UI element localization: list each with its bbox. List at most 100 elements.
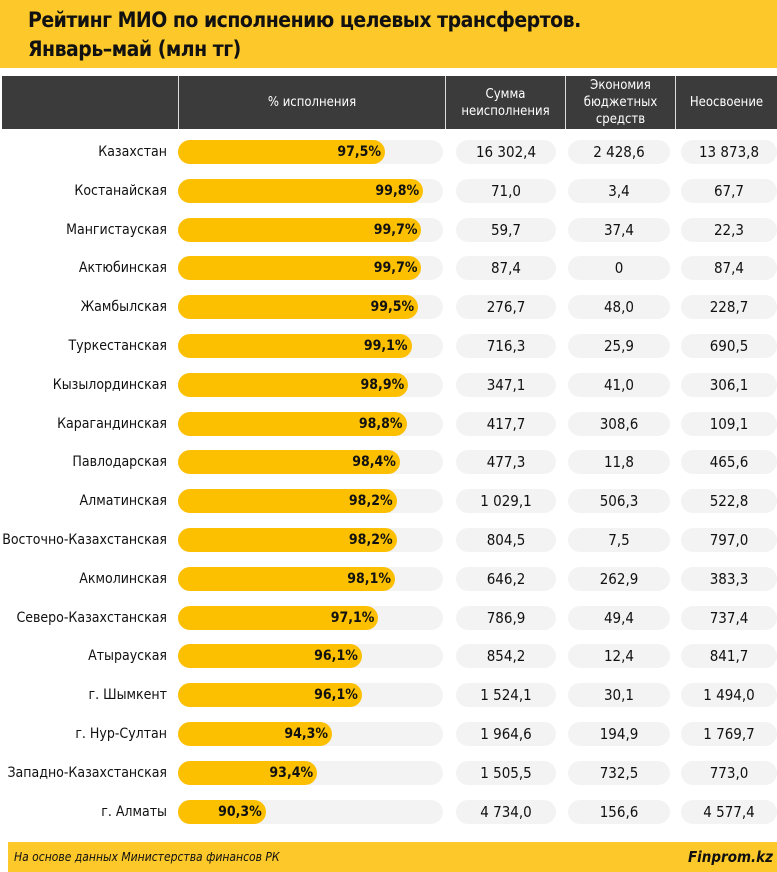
- region-label: Западно-Казахстанская: [7, 764, 167, 781]
- region-label: Акмолинская: [79, 570, 167, 587]
- bar-track: 90,3%: [178, 799, 443, 824]
- sum-cell: 786,9: [456, 605, 556, 630]
- pct-label: 99,1%: [363, 338, 408, 354]
- unspent-cell: 109,1: [681, 411, 777, 436]
- bar-track: 97,1%: [178, 605, 443, 630]
- table-row: Павлодарская 98,4% 477,3 11,8 465,6: [0, 448, 777, 476]
- pct-bar: 94,3%: [178, 722, 333, 746]
- unspent-cell: 773,0: [681, 760, 777, 785]
- unspent-cell: 306,1: [681, 372, 777, 397]
- sum-cell: 347,1: [456, 372, 556, 397]
- region-label: г. Нур-Султан: [75, 726, 167, 742]
- economy-cell: 37,4: [568, 217, 670, 242]
- sum-cell: 87,4: [456, 256, 556, 281]
- pct-bar: 99,1%: [178, 334, 412, 358]
- sum-cell: 4 734,0: [456, 799, 556, 824]
- region-label: Северо-Казахстанская: [16, 609, 167, 626]
- table-header: % исполнения Сумма неисполнения Экономия…: [2, 76, 777, 129]
- bar-track: 98,4%: [178, 450, 443, 475]
- header-unspent: Неосвоение: [675, 76, 777, 129]
- bar-track: 98,2%: [178, 528, 443, 552]
- unspent-cell: 690,5: [681, 334, 777, 358]
- header-sum: Сумма неисполнения: [445, 76, 565, 129]
- sum-cell: 646,2: [456, 566, 556, 591]
- bar-track: 99,1%: [178, 334, 443, 358]
- sum-cell: 804,5: [456, 528, 556, 552]
- economy-cell: 49,4: [568, 605, 670, 630]
- region-label: Казахстан: [98, 144, 167, 160]
- economy-cell: 3,4: [568, 178, 670, 203]
- region-label: Костанайская: [74, 182, 167, 199]
- table-row: Костанайская 99,8% 71,0 3,4 67,7: [0, 177, 777, 205]
- pct-label: 96,1%: [314, 648, 358, 665]
- table-row: Мангистауская 99,7% 59,7 37,4 22,3: [0, 216, 777, 244]
- table-row: Акмолинская 98,1% 646,2 262,9 383,3: [0, 565, 777, 593]
- region-label: Мангистауская: [66, 221, 167, 238]
- header-pct: % исполнения: [178, 76, 445, 129]
- pct-label: 99,7%: [373, 221, 418, 238]
- table-row: Актюбинская 99,7% 87,4 0 87,4: [0, 254, 777, 282]
- pct-bar: 99,7%: [178, 256, 422, 281]
- bar-track: 99,5%: [178, 295, 443, 320]
- economy-cell: 48,0: [568, 295, 670, 320]
- economy-cell: 506,3: [568, 489, 670, 514]
- sum-cell: 16 302,4: [456, 140, 556, 164]
- unspent-cell: 522,8: [681, 489, 777, 514]
- bar-track: 99,7%: [178, 217, 443, 242]
- table-row: Алматинская 98,2% 1 029,1 506,3 522,8: [0, 487, 777, 515]
- table-row: Северо-Казахстанская 97,1% 786,9 49,4 73…: [0, 604, 777, 632]
- source-note: На основе данных Министерства финансов Р…: [14, 850, 280, 864]
- table-row: Кызылординская 98,9% 347,1 41,0 306,1: [0, 371, 777, 399]
- economy-cell: 11,8: [568, 450, 670, 475]
- economy-cell: 41,0: [568, 372, 670, 397]
- region-label: Кызылординская: [52, 376, 167, 393]
- pct-label: 98,4%: [352, 454, 396, 471]
- pct-bar: 99,8%: [178, 178, 424, 203]
- region-label: Карагандинская: [57, 415, 167, 432]
- unspent-cell: 465,6: [681, 450, 777, 475]
- unspent-cell: 87,4: [681, 256, 777, 281]
- region-label: Павлодарская: [72, 454, 167, 471]
- unspent-cell: 4 577,4: [681, 799, 777, 824]
- table-row: Туркестанская 99,1% 716,3 25,9 690,5: [0, 332, 777, 360]
- region-label: Жамбылская: [80, 299, 167, 316]
- region-label: Атырауская: [88, 648, 167, 665]
- economy-cell: 0: [568, 256, 670, 281]
- pct-bar: 96,1%: [178, 644, 362, 669]
- pct-bar: 98,1%: [178, 566, 395, 591]
- header-economy: Экономия бюджетных средств: [565, 76, 675, 129]
- pct-bar: 99,7%: [178, 217, 422, 242]
- economy-cell: 2 428,6: [568, 140, 670, 164]
- unspent-cell: 383,3: [681, 566, 777, 591]
- brand-logo: Finprom.kz: [687, 848, 773, 866]
- sum-cell: 716,3: [456, 334, 556, 358]
- pct-bar: 98,2%: [178, 528, 397, 552]
- sum-cell: 477,3: [456, 450, 556, 475]
- table-row: Казахстан 97,5% 16 302,4 2 428,6 13 873,…: [0, 138, 777, 166]
- unspent-cell: 13 873,8: [681, 140, 777, 164]
- pct-label: 98,2%: [348, 532, 393, 548]
- pct-bar: 93,4%: [178, 760, 318, 785]
- bar-track: 98,2%: [178, 489, 443, 514]
- footer: На основе данных Министерства финансов Р…: [8, 842, 777, 872]
- unspent-cell: 22,3: [681, 217, 777, 242]
- pct-label: 99,5%: [370, 299, 415, 316]
- table-row: Западно-Казахстанская 93,4% 1 505,5 732,…: [0, 759, 777, 787]
- pct-bar: 98,8%: [178, 411, 407, 436]
- bar-track: 98,1%: [178, 566, 443, 591]
- title-banner: Рейтинг МИО по исполнению целевых трансф…: [0, 0, 777, 68]
- table-row: г. Алматы 90,3% 4 734,0 156,6 4 577,4: [0, 798, 777, 826]
- pct-label: 97,1%: [330, 609, 375, 626]
- title-line-2: Январь–май (млн тг): [28, 37, 241, 61]
- table-row: Атырауская 96,1% 854,2 12,4 841,7: [0, 642, 777, 670]
- sum-cell: 854,2: [456, 644, 556, 669]
- title-line-1: Рейтинг МИО по исполнению целевых трансф…: [28, 8, 581, 32]
- sum-cell: 1 964,6: [456, 722, 556, 746]
- economy-cell: 194,9: [568, 722, 670, 746]
- pct-label: 97,5%: [337, 144, 382, 160]
- bar-track: 99,8%: [178, 178, 443, 203]
- region-label: Восточно-Казахстанская: [2, 532, 167, 548]
- bar-track: 94,3%: [178, 722, 443, 746]
- table-row: г. Шымкент 96,1% 1 524,1 30,1 1 494,0: [0, 681, 777, 709]
- bar-track: 98,9%: [178, 372, 443, 397]
